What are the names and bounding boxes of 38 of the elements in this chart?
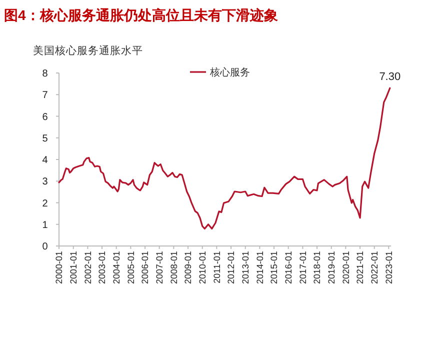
y-tick-label: 1	[42, 220, 48, 231]
legend-label: 核心服务	[209, 66, 250, 78]
y-tick-label: 5	[42, 133, 48, 144]
y-tick-label: 3	[42, 176, 48, 188]
y-tick-label: 0	[42, 242, 48, 252]
x-tick-label: 2014-01	[254, 251, 265, 284]
y-tick-label: 4	[42, 155, 48, 166]
chart-title: 图4：核心服务通胀仍处高位且未有下滑迹象	[4, 7, 278, 23]
x-tick-label: 2012-01	[226, 251, 236, 284]
y-tick-label: 6	[42, 112, 48, 123]
x-tick-label: 2007-01	[154, 251, 164, 284]
x-tick-label: 2015-01	[269, 251, 280, 284]
x-tick-label: 2019-01	[326, 251, 336, 284]
x-tick-label: 2018-01	[312, 251, 322, 284]
x-tick-label: 2021-01	[355, 251, 366, 284]
x-tick-label: 2003-01	[97, 251, 108, 284]
x-tick-label: 2020-01	[340, 251, 351, 284]
x-tick-label: 2016-01	[283, 251, 294, 284]
annotation: 7.30	[379, 71, 401, 84]
x-tick-label: 2011-01	[212, 251, 222, 284]
x-tick-label: 2006-01	[140, 251, 150, 284]
x-tick-label: 2013-01	[240, 251, 251, 284]
y-tick-label: 8	[42, 68, 48, 80]
x-tick-label: 2010-01	[198, 251, 208, 284]
x-tick-label: 2022-01	[370, 251, 380, 284]
y-tick-label: 7	[42, 90, 48, 102]
x-tick-label: 2002-01	[82, 251, 93, 284]
line-series	[58, 87, 391, 230]
y-axis-title: 美国核心服务通胀水平	[33, 44, 143, 57]
x-tick-label: 2001-01	[68, 251, 79, 284]
x-tick-label: 2004-01	[111, 251, 122, 284]
x-tick-label: 2008-01	[168, 251, 179, 284]
x-tick-label: 2009-01	[183, 251, 194, 284]
x-tick-label: 2005-01	[126, 251, 136, 284]
x-tick-label: 2017-01	[298, 251, 308, 284]
y-tick-label: 2	[42, 198, 48, 210]
x-tick-label: 2023-01	[384, 251, 394, 284]
x-tick-label: 2000-01	[54, 251, 64, 284]
